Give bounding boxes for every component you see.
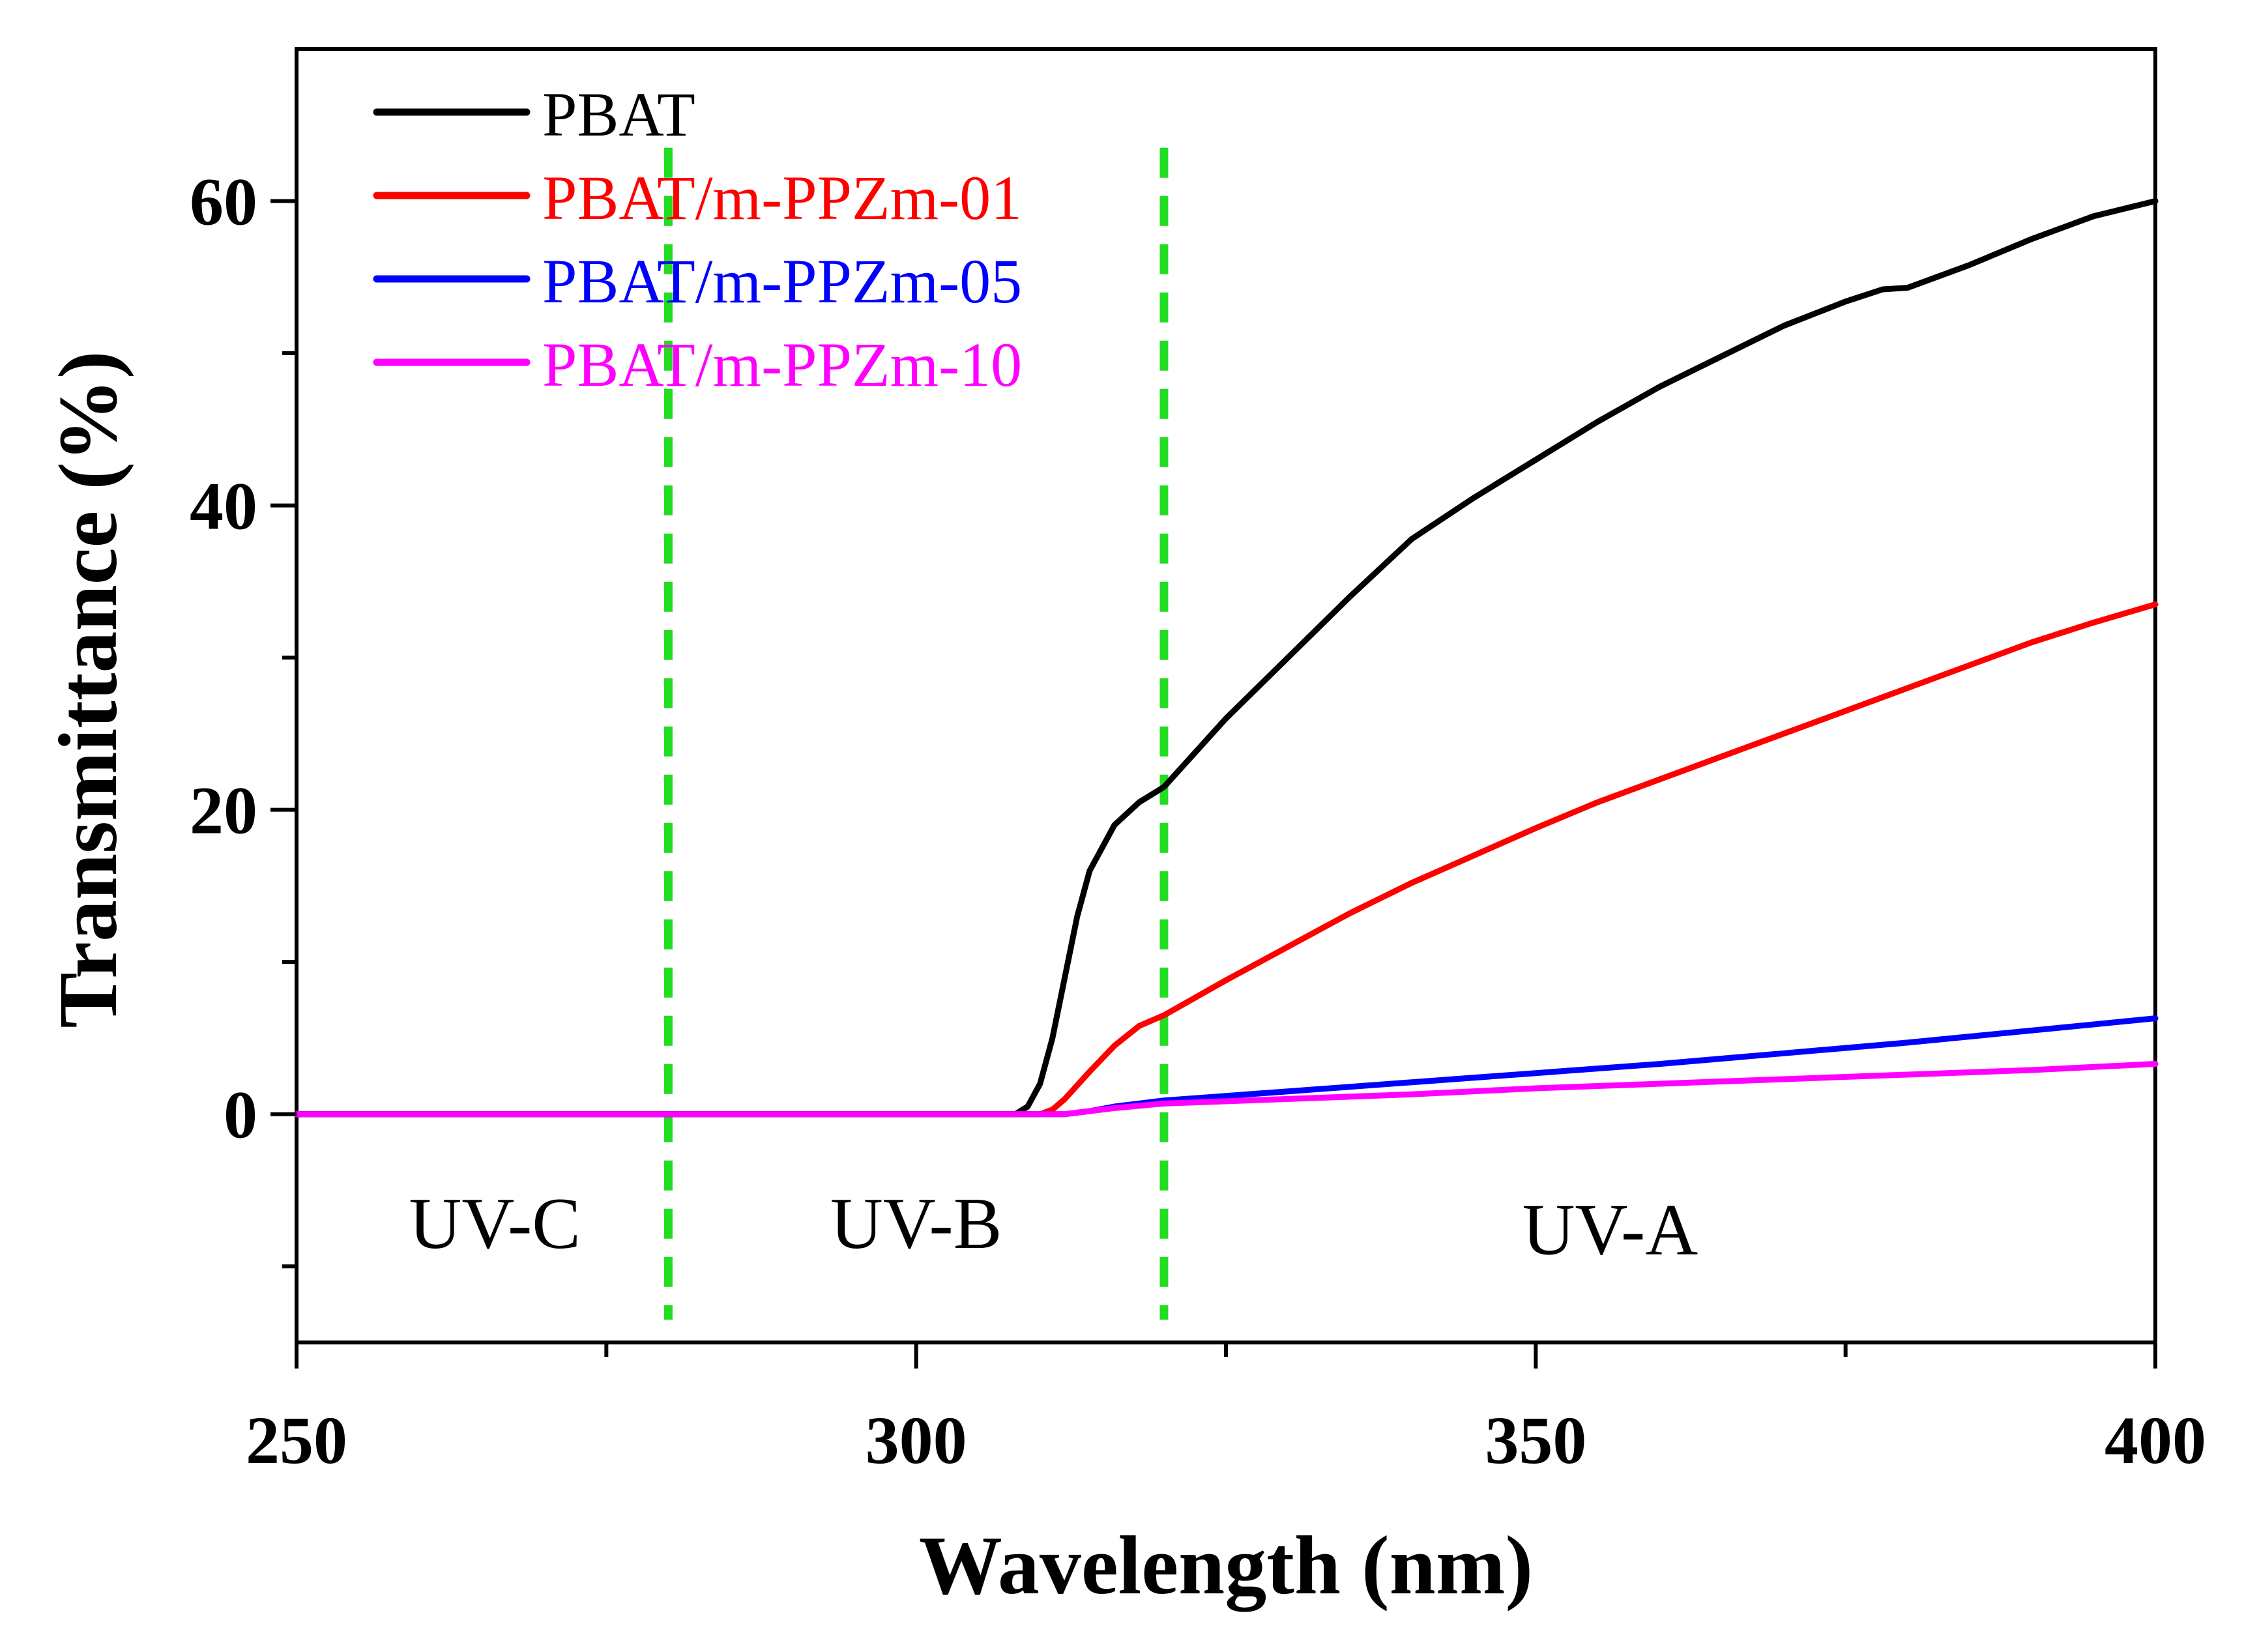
y-tick-label: 20 (190, 774, 257, 848)
series-line-2 (293, 601, 2159, 1118)
series-line-1 (293, 198, 2159, 1118)
region-label-uv-b: UV-B (830, 1183, 1002, 1264)
y-tick-label: 0 (224, 1078, 257, 1153)
legend-label-1: PBAT (542, 80, 695, 149)
data-series (293, 198, 2159, 1118)
region-label-uv-c: UV-C (409, 1183, 580, 1264)
region-dividers (663, 147, 1169, 1320)
legend-label-4: PBAT/m-PPZm-10 (542, 330, 1022, 399)
y-axis-label: Transmittance (%) (42, 351, 134, 1028)
legend-label-2: PBAT/m-PPZm-01 (542, 163, 1022, 233)
region-labels: UV-C UV-B UV-A (409, 1183, 1698, 1270)
axis-ticks: 250 300 350 400 0 20 40 60 (190, 165, 2206, 1478)
x-axis-label: Wavelength (nm) (919, 1519, 1533, 1612)
series-line-4 (293, 1061, 2159, 1118)
region-label-uv-a: UV-A (1523, 1190, 1698, 1271)
legend: PBAT PBAT/m-PPZm-01 PBAT/m-PPZm-05 PBAT/m-P… (373, 80, 1022, 399)
y-tick-label: 60 (190, 165, 257, 240)
legend-label-3: PBAT/m-PPZm-05 (542, 246, 1022, 316)
x-tick-label: 300 (866, 1403, 967, 1478)
x-tick-label: 250 (246, 1403, 347, 1478)
x-tick-label: 350 (1485, 1403, 1586, 1478)
x-tick-label: 400 (2105, 1403, 2206, 1478)
y-tick-label: 40 (190, 469, 257, 544)
